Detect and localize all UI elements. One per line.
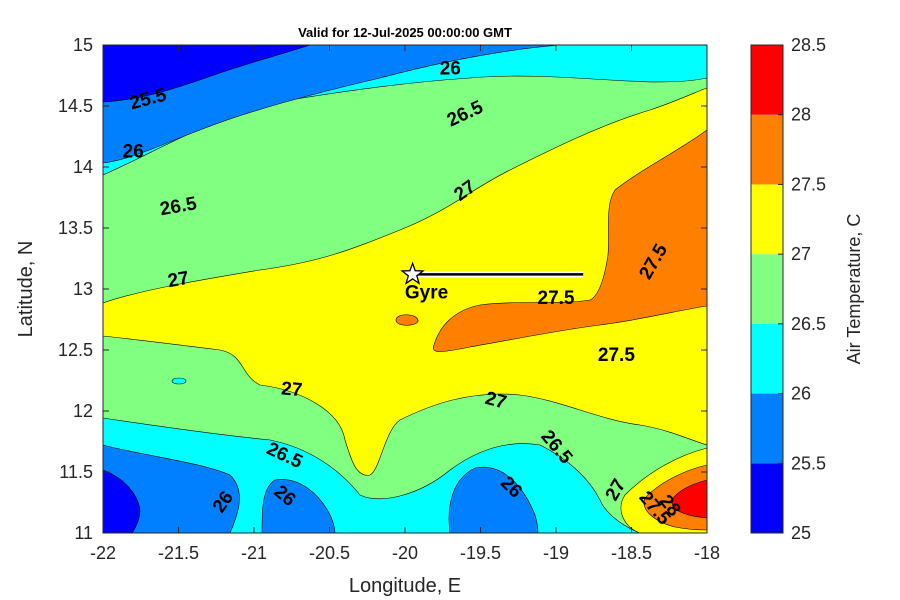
y-tick-label: 13 [73,279,93,299]
colorbar-tick-label: 28.5 [791,35,826,55]
colorbar-label: Air Temperature, C [844,214,864,365]
x-tick-label: -20 [392,543,418,563]
colorbar-tick-label: 27.5 [791,174,826,194]
station-star-icon [400,261,425,285]
colorbar-tick-label: 26 [791,384,811,404]
x-tick-label: -21 [241,543,267,563]
axis-ticks: -22 -21.5 -21 -20.5 -20 -19.5 -19 -18.5 -18 11 11.… [58,35,720,563]
band-27-5-28-blob [395,314,419,326]
contour-fill [103,45,707,533]
x-tick-label: -19.5 [460,543,501,563]
y-tick-label: 12.5 [58,340,93,360]
colorbar-swatch [751,254,783,324]
colorbar-tick-label: 27 [791,244,811,264]
colorbar-frame [750,44,784,534]
y-tick-label: 13.5 [58,218,93,238]
colorbar-swatch [751,393,783,464]
x-tick-label: -20.5 [309,543,350,563]
colorbar: 25 25.5 26 26.5 27 27.5 28 28.5 [750,35,826,543]
contour-label: 27 [166,268,190,292]
colorbar-swatch [751,114,783,185]
colorbar-swatch [751,323,783,394]
y-axis-label: Latitude, N [15,241,37,338]
y-tick-label: 14 [73,157,93,177]
colorbar-swatch [751,184,783,255]
band-28-28-5-lower-right [671,479,707,519]
y-tick-label: 12 [73,401,93,421]
colorbar-tick-label: 26.5 [791,314,826,334]
x-tick-label: -18 [694,543,720,563]
x-tick-label: -22 [90,543,116,563]
contour-label: 27.5 [598,345,635,366]
x-tick-label: -19 [543,543,569,563]
band-25-5-26-lower-mid [261,479,336,533]
band-26-26-5-blob [171,377,187,385]
chart-title: Valid for 12-Jul-2025 00:00:00 GMT [298,25,512,40]
band-27-5-28-right [433,129,707,352]
contour-label: 26 [440,58,461,79]
x-tick-label: -21.5 [158,543,199,563]
colorbar-tick-label: 28 [791,105,811,125]
contour-label: 27.5 [538,288,575,309]
x-axis-label: Longitude, E [349,575,461,597]
y-tick-label: 15 [73,35,93,55]
contour-label: 27 [280,378,303,401]
x-tick-label: -18.5 [611,543,652,563]
colorbar-swatch [751,45,783,115]
colorbar-swatch [751,463,783,533]
contour-label: 26 [123,141,144,162]
y-tick-label: 11 [74,523,93,543]
colorbar-tick-label: 25 [791,523,811,543]
band-25-5-26-upper [103,45,561,164]
band-27-27-5-center [103,87,707,476]
band-25-25-5-upper [103,45,311,103]
band-25-5-26-lower-right [448,466,539,533]
y-tick-label: 14.5 [58,96,93,116]
y-tick-label: 11.5 [59,462,93,482]
station-layer: Gyre [400,261,584,303]
colorbar-tick-label: 25.5 [791,453,826,473]
station-label: Gyre [405,282,448,303]
